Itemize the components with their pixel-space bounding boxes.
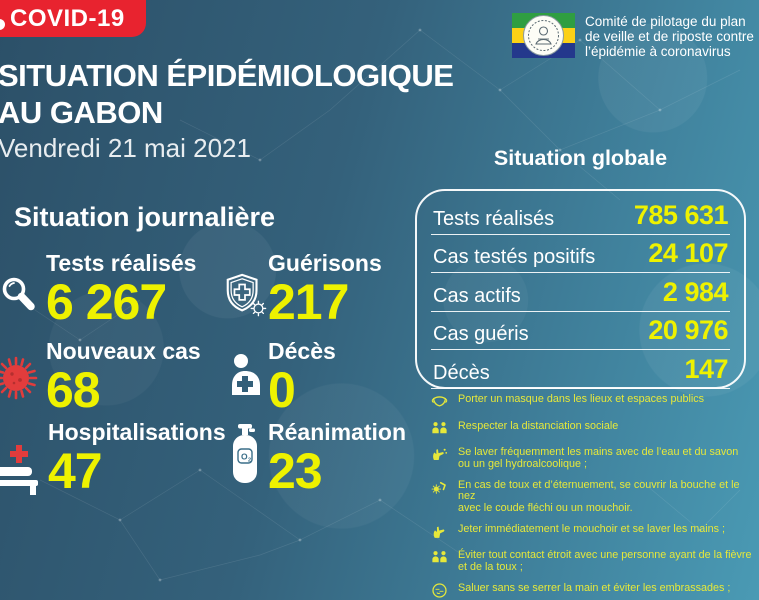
hospital-bed-icon	[0, 419, 46, 500]
list-item: En cas de toux et d’éternuement, se couv…	[430, 478, 752, 515]
covid-banner-label: COVID-19	[10, 4, 125, 32]
row-label: Cas actifs	[433, 284, 521, 307]
svg-text:O: O	[241, 452, 248, 462]
stat-value: 23	[268, 443, 323, 499]
stat-label: Tests réalisés	[46, 250, 197, 276]
global-stats-table: Tests réalisés 785 631 Cas testés positi…	[415, 189, 746, 389]
table-row: Cas testés positifs 24 107	[431, 235, 730, 273]
recommendation-text: Jeter immédiatement le mouchoir et se la…	[458, 522, 726, 535]
throw-tissue-icon	[433, 526, 445, 538]
recommendation-text: Respecter la distanciation sociale	[458, 419, 619, 432]
stat-tests: Tests réalisés 6 267	[0, 250, 196, 328]
stat-value: 0	[268, 362, 296, 418]
hand-wash-icon	[433, 448, 448, 461]
list-item: Se laver fréquemment les mains avec de l…	[430, 446, 752, 470]
svg-text:2: 2	[248, 458, 251, 464]
row-label: Cas testés positifs	[433, 246, 596, 268]
gabon-flag-logo	[512, 13, 575, 58]
row-value: 20 976	[648, 315, 728, 345]
recommendation-text: Se laver fréquemment les mains avec de l…	[458, 446, 739, 470]
table-row: Cas guéris 20 976	[431, 312, 730, 350]
recommendation-text: Porter un masque dans les lieux et espac…	[458, 393, 705, 405]
committee-text: Comité de pilotage du plan de veille et …	[585, 14, 754, 59]
stat-label: Guérisons	[268, 250, 382, 276]
government-header: Comité de pilotage du plan de veille et …	[512, 13, 754, 59]
row-label: Décès	[433, 361, 490, 384]
list-item: Jeter immédiatement le mouchoir et se la…	[430, 522, 752, 541]
row-value: 785 631	[633, 199, 729, 230]
page-title-line2: AU GABON	[0, 95, 163, 130]
magnifier-icon	[0, 250, 46, 328]
row-label: Cas guéris	[433, 323, 529, 345]
stat-deaths: Décès 0	[222, 338, 336, 416]
recommendations-list: Porter un masque dans les lieux et espac…	[430, 393, 752, 600]
republic-seal-icon	[523, 15, 564, 56]
stat-label: Nouveaux cas	[46, 338, 201, 364]
stat-value: 68	[46, 362, 101, 418]
stat-new-cases: Nouveaux cas 68	[0, 338, 201, 416]
table-row: Tests réalisés 785 631	[431, 196, 730, 235]
stat-value: 47	[48, 443, 103, 499]
stat-hospitalizations: Hospitalisations 47	[0, 419, 226, 500]
recommendation-text: En cas de toux et d’éternuement, se couv…	[458, 478, 740, 514]
daily-section-heading: Situation journalière	[14, 202, 276, 232]
global-section-heading: Situation globale	[493, 146, 668, 170]
table-row: Cas actifs 2 984	[431, 273, 730, 312]
stat-value: 217	[268, 274, 349, 330]
person-cross-icon	[222, 338, 268, 416]
stat-recoveries: Guérisons 217	[222, 250, 382, 328]
virus-icon	[0, 338, 46, 416]
recommendation-text: Saluer sans se serrer la main et éviter …	[458, 581, 731, 594]
stat-value: 6 267	[46, 274, 167, 330]
avoid-contact-icon	[432, 551, 447, 563]
stat-label: Hospitalisations	[48, 419, 226, 445]
list-item: Saluer sans se serrer la main et éviter …	[430, 581, 752, 600]
social-distancing-icon	[432, 421, 447, 433]
page-title-line1: SITUATION ÉPIDÉMIOLOGIQUE	[0, 58, 454, 93]
oxygen-tank-icon: O 2	[222, 419, 268, 497]
stat-label: Décès	[268, 338, 336, 364]
row-label: Tests réalisés	[433, 207, 555, 230]
row-value: 147	[684, 353, 728, 384]
recommendation-text: Éviter tout contact étroit avec une pers…	[458, 549, 752, 573]
list-item: Respecter la distanciation sociale	[430, 419, 752, 438]
table-row: Décès 147	[431, 350, 730, 389]
report-date: Vendredi 21 mai 2021	[0, 133, 251, 163]
mask-icon	[431, 396, 448, 407]
row-value: 2 984	[662, 276, 729, 307]
virus-dot-icon	[0, 19, 5, 30]
list-item: Porter un masque dans les lieux et espac…	[430, 393, 752, 411]
stat-icu: O 2 Réanimation 23	[222, 419, 406, 497]
no-handshake-icon	[432, 582, 447, 598]
covid-banner: COVID-19	[0, 0, 146, 37]
stat-label: Réanimation	[268, 419, 407, 445]
cough-elbow-icon	[431, 481, 446, 494]
row-value: 24 107	[648, 238, 728, 268]
shield-cross-icon	[222, 250, 268, 328]
list-item: Éviter tout contact étroit avec une pers…	[430, 549, 752, 573]
